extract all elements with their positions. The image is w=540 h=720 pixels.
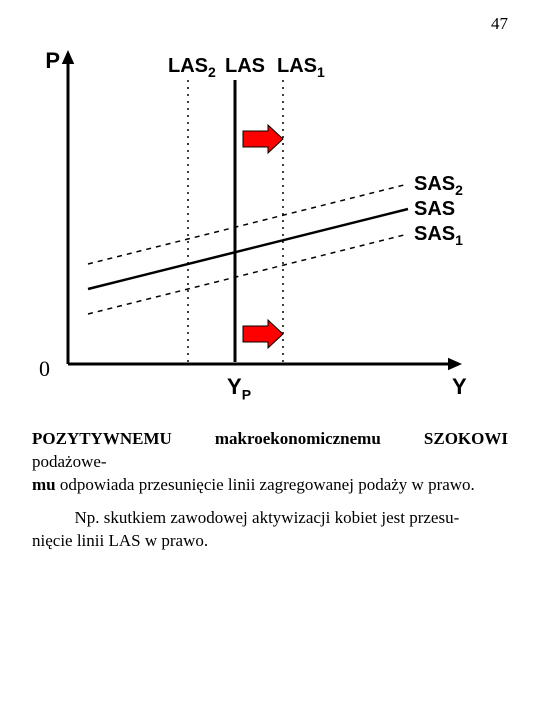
caption-text: POZYTYWNEMU makroekonomicznemu SZOKOWI p… [32,428,508,563]
caption-l1-rest: podażowe- [32,452,107,471]
svg-text:YP: YP [227,374,251,403]
chart-svg: 0PYYPLAS2LASLAS1SAS2SASSAS1 [48,44,478,414]
caption-l3: Np. skutkiem zawodowej aktywizacji kobie… [75,508,460,527]
svg-text:SAS1: SAS1 [414,223,463,248]
caption-p2: Np. skutkiem zawodowej aktywizacji kobie… [32,507,508,553]
svg-text:LAS2: LAS2 [168,55,216,80]
svg-text:LAS1: LAS1 [277,55,325,80]
svg-text:SAS: SAS [414,198,455,220]
svg-text:Y: Y [452,374,467,399]
caption-l4: nięcie linii LAS w prawo. [32,531,208,550]
caption-p1: POZYTYWNEMU makroekonomicznemu SZOKOWI p… [32,428,508,497]
caption-l1-bold: POZYTYWNEMU makroekonomicznemu SZOKOWI [32,429,508,448]
svg-text:P: P [45,48,60,73]
supply-shock-chart: 0PYYPLAS2LASLAS1SAS2SASSAS1 [48,44,478,414]
svg-text:LAS: LAS [225,55,265,77]
caption-l2-bold: mu [32,475,56,494]
page-number: 47 [491,14,508,34]
caption-l2-rest: odpowiada przesunięcie linii zagregowane… [56,475,475,494]
svg-text:0: 0 [39,356,50,381]
svg-text:SAS2: SAS2 [414,173,463,198]
